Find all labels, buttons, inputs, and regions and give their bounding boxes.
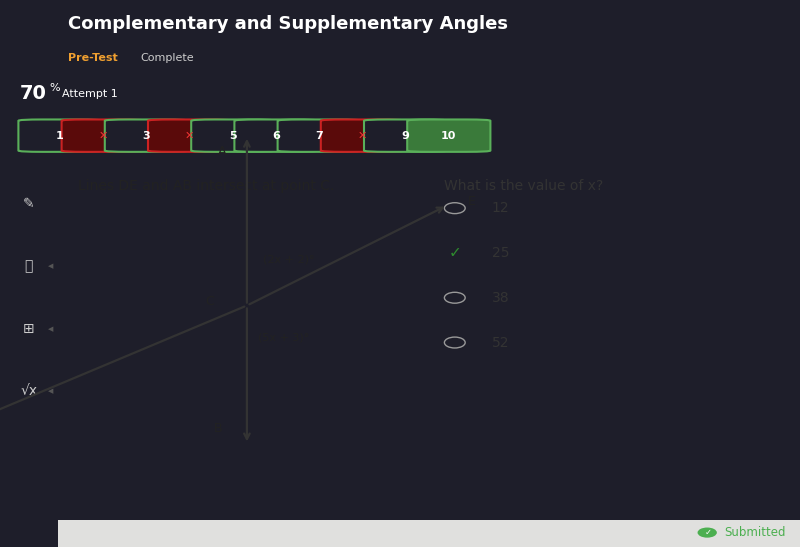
Text: Complementary and Supplementary Angles: Complementary and Supplementary Angles	[68, 15, 508, 33]
FancyBboxPatch shape	[364, 119, 447, 152]
Text: 3: 3	[142, 131, 150, 141]
Text: Lines DE and AB intersect at point C.: Lines DE and AB intersect at point C.	[78, 179, 334, 193]
Text: ◀: ◀	[48, 326, 53, 332]
Text: ✎: ✎	[23, 197, 34, 211]
FancyBboxPatch shape	[191, 119, 274, 152]
FancyBboxPatch shape	[58, 520, 800, 547]
Text: ◀: ◀	[48, 264, 53, 270]
Text: 12: 12	[492, 201, 510, 215]
Text: √x: √x	[20, 384, 38, 398]
Text: 10: 10	[441, 131, 457, 141]
FancyBboxPatch shape	[407, 119, 490, 152]
Text: B: B	[214, 422, 223, 435]
Text: Complete: Complete	[140, 53, 194, 63]
Text: 5: 5	[229, 131, 237, 141]
Text: ✕: ✕	[185, 131, 194, 141]
Text: 1: 1	[56, 131, 64, 141]
FancyBboxPatch shape	[234, 119, 318, 152]
Text: 38: 38	[492, 291, 510, 305]
FancyBboxPatch shape	[62, 119, 145, 152]
Text: What is the value of x?: What is the value of x?	[444, 179, 603, 193]
Text: A: A	[218, 145, 227, 158]
Text: 52: 52	[492, 335, 510, 350]
Text: 70: 70	[20, 84, 47, 103]
Text: C: C	[205, 295, 214, 308]
Text: (5x + 3)°: (5x + 3)°	[258, 333, 309, 343]
Text: %: %	[50, 83, 60, 93]
Text: 6: 6	[272, 131, 280, 141]
Text: (2x + 2)°: (2x + 2)°	[263, 254, 314, 264]
Text: ✓: ✓	[449, 246, 461, 260]
Circle shape	[698, 527, 717, 538]
FancyBboxPatch shape	[321, 119, 404, 152]
Text: ◀: ◀	[48, 388, 53, 394]
Text: ✕: ✕	[358, 131, 367, 141]
Text: E: E	[467, 195, 475, 208]
FancyBboxPatch shape	[105, 119, 188, 152]
FancyBboxPatch shape	[148, 119, 231, 152]
Text: ✓: ✓	[705, 528, 711, 537]
FancyBboxPatch shape	[18, 119, 102, 152]
Text: ⊞: ⊞	[23, 322, 34, 336]
Text: Pre-Test: Pre-Test	[68, 53, 118, 63]
Text: 25: 25	[492, 246, 510, 260]
Text: Submitted: Submitted	[724, 526, 786, 539]
Text: Attempt 1: Attempt 1	[62, 89, 118, 99]
Text: 7: 7	[315, 131, 323, 141]
FancyBboxPatch shape	[278, 119, 361, 152]
Text: 9: 9	[402, 131, 410, 141]
Text: 🎧: 🎧	[25, 260, 33, 274]
Text: ✕: ✕	[98, 131, 108, 141]
